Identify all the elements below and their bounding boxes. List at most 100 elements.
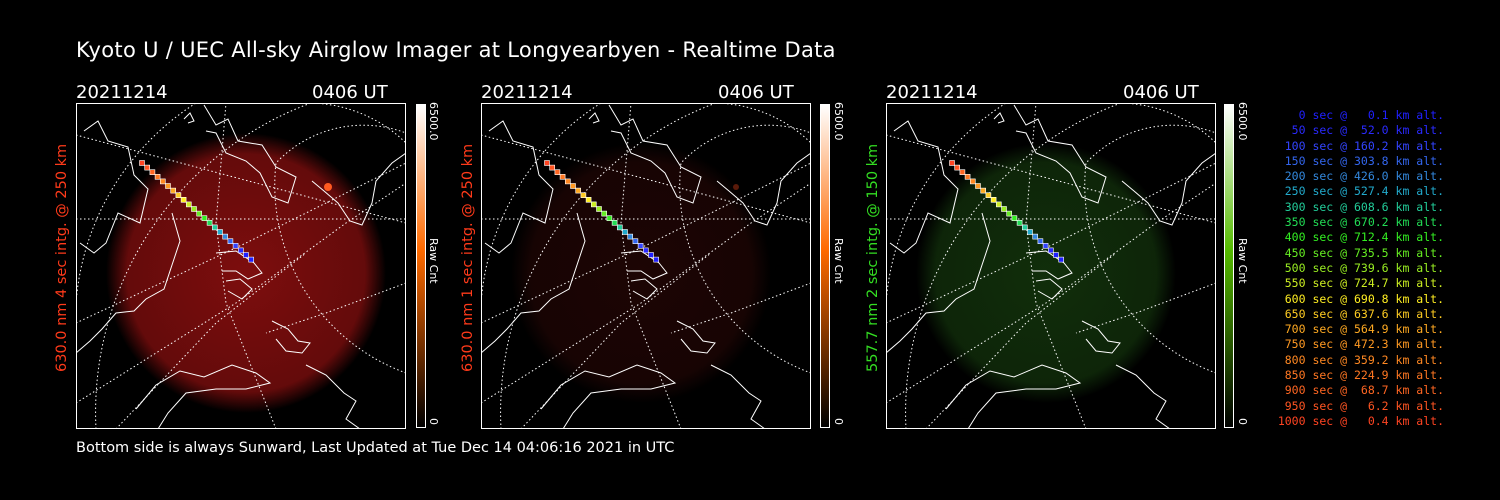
track-point	[575, 187, 581, 194]
airglow-image	[511, 143, 771, 403]
track-point	[139, 160, 145, 166]
coastline	[945, 364, 1082, 429]
panel-3-colorbar-unit: Raw Cnt	[1236, 238, 1249, 284]
latlon-gridline	[215, 103, 277, 429]
track-point	[985, 192, 992, 198]
track-point	[954, 164, 960, 171]
track-point	[1011, 215, 1018, 221]
track-point	[601, 210, 607, 217]
coastline	[225, 278, 253, 300]
legend-row: 750 sec @ 472.3 km alt.	[1284, 337, 1444, 352]
track-point	[565, 178, 571, 185]
track-point	[238, 247, 244, 254]
legend-row: 950 sec @ 6.2 km alt.	[1284, 398, 1444, 413]
latlon-gridline	[265, 282, 406, 334]
latlon-gridline	[886, 182, 1216, 404]
track-point	[232, 243, 239, 249]
legend-row: 100 sec @ 160.2 km alt.	[1284, 138, 1444, 153]
panel-2-colorbar-min: 0	[832, 418, 845, 425]
track-point	[1027, 229, 1033, 235]
panel-2-date: 20211214	[481, 82, 573, 103]
panel-1-map	[76, 103, 406, 429]
footer-note: Bottom side is always Sunward, Last Upda…	[76, 440, 675, 456]
panel-1-colorbar-unit: Raw Cnt	[427, 238, 440, 284]
track-point	[959, 169, 966, 175]
coastline	[1013, 104, 1107, 204]
legend-row: 550 sec @ 724.7 km alt.	[1284, 276, 1444, 291]
track-point	[617, 224, 623, 231]
panel-2-ylabel: 630.0 nm 1 sec intg. @ 250 km	[460, 143, 476, 372]
legend-row: 400 sec @ 712.4 km alt.	[1284, 230, 1444, 245]
latlon-gridline	[905, 103, 1123, 429]
latlon-gridline	[76, 134, 406, 224]
coastline	[710, 364, 766, 429]
track-point	[949, 160, 955, 166]
page-title: Kyoto U / UEC All-sky Airglow Imager at …	[76, 38, 836, 62]
legend-row: 350 sec @ 670.2 km alt.	[1284, 215, 1444, 230]
track-point	[170, 187, 176, 194]
panel-1-date: 20211214	[76, 82, 168, 103]
latlon-gridline	[481, 182, 811, 404]
coastline	[716, 152, 811, 226]
altitude-legend: 0 sec @ 0.1 km alt. 50 sec @ 52.0 km alt.…	[1256, 108, 1444, 429]
legend-row: 200 sec @ 426.0 km alt.	[1284, 169, 1444, 184]
panel-1-colorbar	[416, 104, 426, 428]
coastline	[620, 250, 668, 280]
panel-3-ylabel: 557.7 nm 2 sec intg. @ 150 km	[865, 143, 881, 372]
track-point	[1001, 206, 1007, 212]
track-point	[144, 164, 150, 171]
track-point	[1058, 256, 1064, 263]
coastline	[203, 104, 297, 204]
airglow-image	[106, 133, 386, 413]
map-frame	[76, 103, 406, 429]
track-point	[186, 201, 192, 208]
track-point	[196, 210, 202, 217]
coastline	[886, 212, 991, 354]
coastline	[676, 320, 716, 354]
panel-3-colorbar-max: 6500.0	[1236, 102, 1249, 141]
latlon-gridline	[1025, 103, 1087, 429]
track-point	[643, 247, 649, 254]
legend-row: 1000 sec @ 0.4 km alt.	[1277, 413, 1444, 428]
latlon-gridline	[500, 103, 718, 429]
map-frame	[886, 103, 1216, 429]
latlon-gridline	[620, 103, 682, 429]
panel-3-date: 20211214	[886, 82, 978, 103]
track-point	[212, 224, 218, 231]
panel-2-colorbar-unit: Raw Cnt	[832, 238, 845, 284]
bright-spot	[324, 183, 332, 191]
coastline	[588, 112, 600, 124]
panel-1-colorbar-max: 6500.0	[427, 102, 440, 141]
latlon-gridline	[76, 182, 406, 404]
legend-row: 600 sec @ 690.8 km alt.	[1284, 291, 1444, 306]
track-point	[1053, 252, 1059, 258]
legend-row: 900 sec @ 68.7 km alt.	[1284, 383, 1444, 398]
track-point	[975, 183, 981, 189]
latlon-gridline	[95, 103, 313, 429]
coastline	[183, 112, 195, 124]
panel-1-colorbar-min: 0	[427, 418, 440, 425]
coastline	[79, 120, 149, 254]
track-point	[217, 229, 223, 235]
track-point	[611, 220, 618, 226]
track-point	[559, 174, 566, 180]
panel-3-map	[886, 103, 1216, 429]
track-point	[580, 192, 587, 198]
panel-2-map	[481, 103, 811, 429]
track-point	[990, 197, 997, 203]
panel-1-time: 0406 UT	[312, 82, 388, 103]
panel-2-colorbar	[820, 104, 830, 428]
panel-3-time: 0406 UT	[1123, 82, 1199, 103]
coastline	[135, 364, 272, 429]
track-point	[175, 192, 182, 198]
coastline	[1115, 364, 1171, 429]
airglow-image	[916, 143, 1176, 403]
legend-row: 0 sec @ 0.1 km alt.	[1298, 108, 1444, 122]
latlon-gridline	[886, 134, 1216, 224]
latlon-gridline	[76, 103, 197, 304]
track-point	[570, 183, 576, 189]
track-point	[160, 178, 166, 185]
legend-row: 650 sec @ 637.6 km alt.	[1284, 306, 1444, 321]
legend-row: 250 sec @ 527.4 km alt.	[1284, 184, 1444, 199]
track-point	[1022, 224, 1028, 231]
